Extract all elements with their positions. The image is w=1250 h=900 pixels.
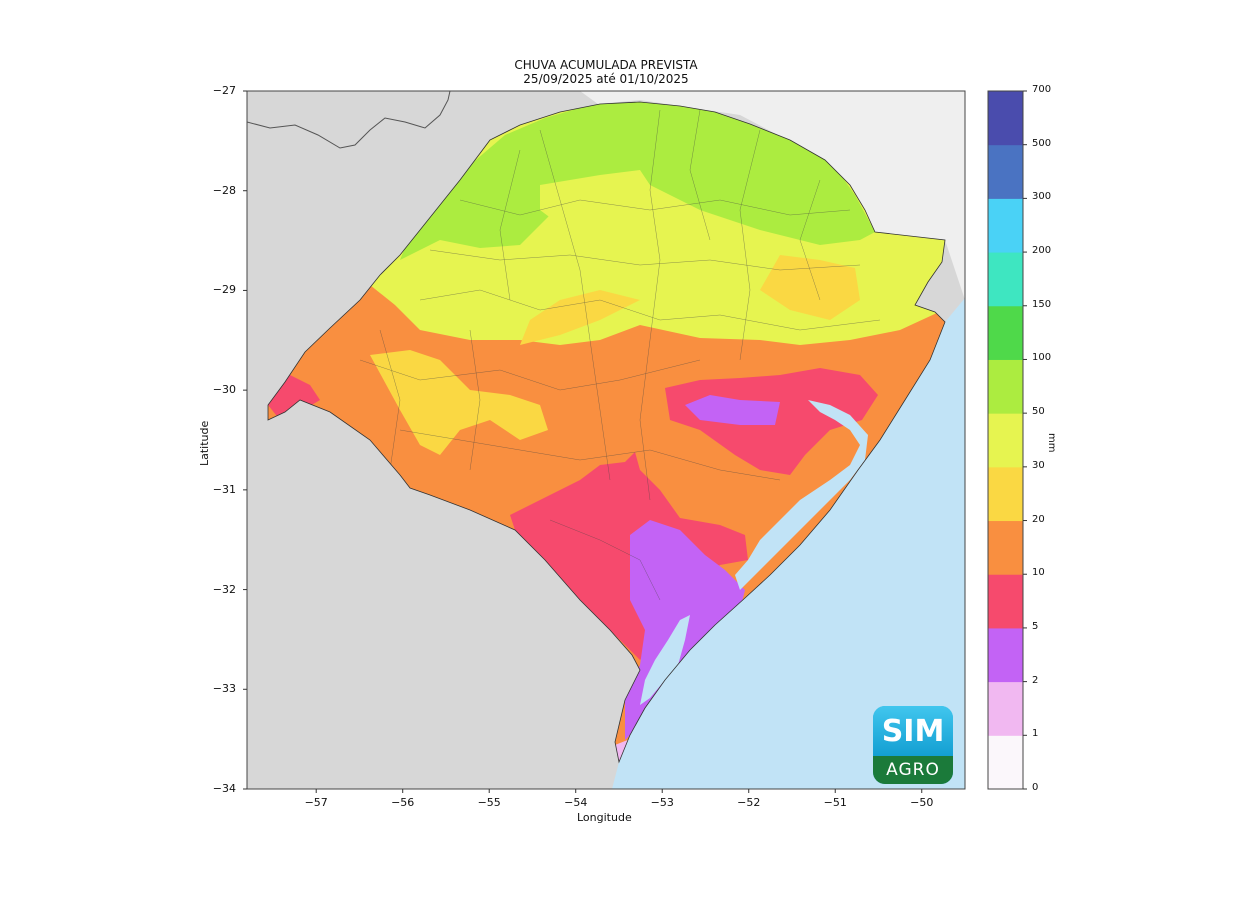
colorbar xyxy=(987,90,1027,790)
colorbar-segment xyxy=(988,681,1023,736)
logo-sim-text: SIM xyxy=(873,706,953,756)
colorbar-tick-label: 1 xyxy=(1032,728,1039,740)
colorbar-tick-label: 150 xyxy=(1032,298,1052,310)
x-tick-label: −50 xyxy=(910,796,934,809)
map-title: CHUVA ACUMULADA PREVISTA xyxy=(514,58,698,72)
colorbar-tick-label: 0 xyxy=(1032,782,1039,793)
colorbar-tick-label: 100 xyxy=(1032,352,1052,364)
zone-30-50mm-north xyxy=(540,170,680,225)
colorbar-tick-label: 2 xyxy=(1032,674,1039,686)
zone-5-10mm-south xyxy=(510,452,748,660)
colorbar-tick-label: 5 xyxy=(1032,620,1039,632)
colorbar-segment xyxy=(988,359,1023,414)
colorbar-segment xyxy=(988,520,1023,575)
y-tick-label: −28 xyxy=(212,183,236,197)
colorbar-segment xyxy=(988,305,1023,360)
colorbar-segment xyxy=(988,627,1023,683)
zone-2-5mm-east xyxy=(685,395,780,425)
zone-20-30mm-center xyxy=(520,290,640,345)
colorbar-segment xyxy=(988,735,1023,790)
lagoa-mirim xyxy=(640,615,690,705)
y-tick-label: −30 xyxy=(212,383,236,397)
x-tick-label: −55 xyxy=(477,796,501,809)
y-tick-marks xyxy=(243,90,247,790)
y-tick-label: −29 xyxy=(212,283,236,297)
colorbar-tick-label: 50 xyxy=(1032,406,1045,418)
colorbar-tick-label: 20 xyxy=(1032,513,1045,525)
lagoons xyxy=(640,400,868,705)
y-tick-label: −34 xyxy=(212,782,236,795)
x-tick-marks xyxy=(315,789,923,793)
municipal-boundaries xyxy=(359,109,881,601)
x-tick-label: −54 xyxy=(564,796,588,809)
plot-frame xyxy=(246,90,966,790)
x-tick-label: −57 xyxy=(304,796,328,809)
colorbar-segment xyxy=(988,574,1023,629)
y-tick-label: −32 xyxy=(212,582,236,596)
colorbar-segment xyxy=(988,252,1023,307)
ocean xyxy=(612,298,965,789)
colorbar-tick-label: 200 xyxy=(1032,245,1052,257)
neighbor-state-north xyxy=(580,91,965,300)
y-axis-label: Latitude xyxy=(198,420,211,466)
colorbar-tick-label: 300 xyxy=(1032,191,1052,203)
colorbar-segment xyxy=(988,144,1023,199)
map-subtitle: 25/09/2025 até 01/10/2025 xyxy=(523,72,689,86)
colorbar-segment xyxy=(988,91,1023,146)
zone-20-30mm-northeast xyxy=(760,255,860,320)
colorbar-tick-label: 700 xyxy=(1032,84,1052,95)
zone-20-30mm-west xyxy=(370,350,548,455)
logo-agro-text: AGRO xyxy=(873,756,953,784)
zone-5-10mm-west xyxy=(268,375,320,420)
colorbar-tick-label: 10 xyxy=(1032,567,1045,579)
international-border xyxy=(247,91,451,149)
state-boundary xyxy=(267,101,946,764)
x-tick-label: −53 xyxy=(650,796,674,809)
x-tick-label: −56 xyxy=(391,796,415,809)
lagoa-dos-patos xyxy=(735,400,868,590)
y-tick-label: −27 xyxy=(212,84,236,97)
y-tick-label: −31 xyxy=(212,482,236,496)
sim-agro-logo: SIM AGRO xyxy=(873,706,953,784)
x-axis-label: Longitude xyxy=(577,811,632,824)
y-tick-label: −33 xyxy=(212,682,236,696)
colorbar-segment xyxy=(988,466,1023,522)
colorbar-tick-label: 500 xyxy=(1032,137,1052,149)
x-tick-label: −51 xyxy=(823,796,847,809)
colorbar-tick-label: 30 xyxy=(1032,459,1045,471)
colorbar-segment xyxy=(988,413,1023,468)
colorbar-segment xyxy=(988,198,1023,253)
colorbar-unit-label: mm xyxy=(1046,433,1057,453)
x-tick-label: −52 xyxy=(737,796,761,809)
colorbar-frame xyxy=(987,90,1024,790)
